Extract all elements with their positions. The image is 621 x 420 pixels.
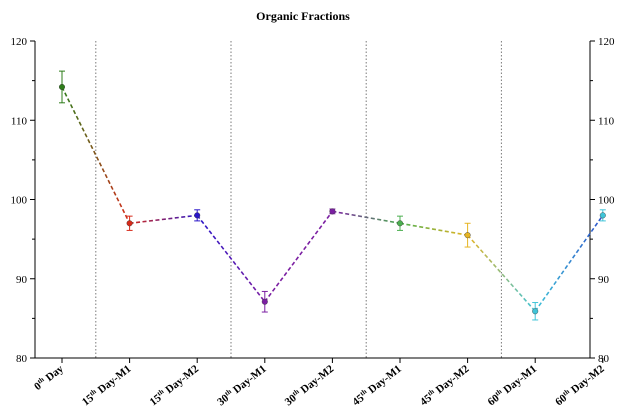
- y-tick-label-left: 120: [11, 36, 28, 48]
- chart-title: Organic Fractions: [256, 9, 350, 23]
- data-points: [59, 83, 606, 315]
- x-tick-label: 15th Day-M2: [147, 362, 201, 409]
- x-tick-label-text: Day-M1: [499, 363, 539, 398]
- x-tick-label-text: Day-M2: [296, 363, 336, 398]
- x-tick-labels: 0th Day 15th Day-M1 15th Day-M2 30th Day-M1…: [31, 362, 607, 409]
- x-tick-label-suffix: th: [494, 387, 504, 397]
- series-segment: [332, 210, 401, 225]
- axes: 80 80 90 90 100 100 110 110 120 120: [11, 36, 616, 365]
- x-tick-label-text: Day-M1: [364, 363, 404, 398]
- x-tick-label-suffix: th: [36, 375, 46, 385]
- series-segment: [534, 214, 604, 312]
- series-segment: [129, 214, 198, 225]
- x-tick-label-text: Day: [41, 363, 66, 386]
- y-tick-label-left: 80: [16, 353, 28, 365]
- error-bars: [59, 70, 606, 321]
- y-tick-label-right: 110: [598, 115, 615, 127]
- data-point: [261, 298, 268, 305]
- series-segment: [264, 210, 334, 303]
- x-tick-label-text: Day-M2: [161, 363, 201, 398]
- series-segment: [196, 214, 266, 303]
- x-tick-label-suffix: th: [358, 387, 368, 397]
- series-segment: [61, 86, 131, 224]
- y-tick-label-left: 110: [11, 115, 28, 127]
- x-tick-label-suffix: th: [426, 387, 436, 397]
- x-tick-label: 0th Day: [31, 362, 66, 393]
- y-tick-label-left: 90: [16, 274, 28, 286]
- x-tick-label-suffix: th: [561, 387, 571, 397]
- group-separators: [95, 41, 502, 358]
- data-point: [59, 83, 66, 90]
- x-tick-label: 30th Day-M2: [282, 362, 336, 409]
- x-tick-label: 15th Day-M1: [79, 362, 133, 408]
- x-tick-label-suffix: th: [223, 387, 233, 397]
- x-tick-label: 60th Day-M1: [485, 362, 539, 408]
- data-point: [397, 220, 404, 227]
- data-point: [464, 232, 471, 239]
- x-tick-label-suffix: th: [291, 387, 301, 397]
- series-line: [61, 86, 604, 312]
- x-tick-label-text: Day-M1: [94, 363, 134, 398]
- x-tick-label-text: Day-M2: [432, 363, 472, 398]
- x-tick-label: 45th Day-M1: [350, 362, 404, 408]
- series-segment: [399, 222, 468, 236]
- series-segment: [467, 234, 536, 312]
- x-tick-label-suffix: th: [156, 387, 166, 397]
- y-tick-label-right: 120: [598, 36, 615, 48]
- x-tick-label-text: Day-M1: [229, 363, 269, 398]
- x-tick-label-suffix: th: [88, 387, 98, 397]
- data-point: [126, 220, 133, 227]
- data-point: [194, 212, 201, 219]
- x-tick-label: 45th Day-M2: [417, 362, 471, 409]
- x-tick-label: 30th Day-M1: [215, 362, 269, 408]
- data-point: [329, 208, 336, 215]
- data-point: [532, 308, 539, 315]
- y-tick-label-left: 100: [11, 195, 28, 207]
- y-tick-label-right: 90: [598, 274, 610, 286]
- x-tick-label-text: Day-M2: [567, 363, 607, 398]
- y-tick-label-right: 100: [598, 195, 615, 207]
- x-tick-label: 60th Day-M2: [553, 362, 607, 409]
- y-tick-label-right: 80: [598, 353, 610, 365]
- data-point: [599, 212, 606, 219]
